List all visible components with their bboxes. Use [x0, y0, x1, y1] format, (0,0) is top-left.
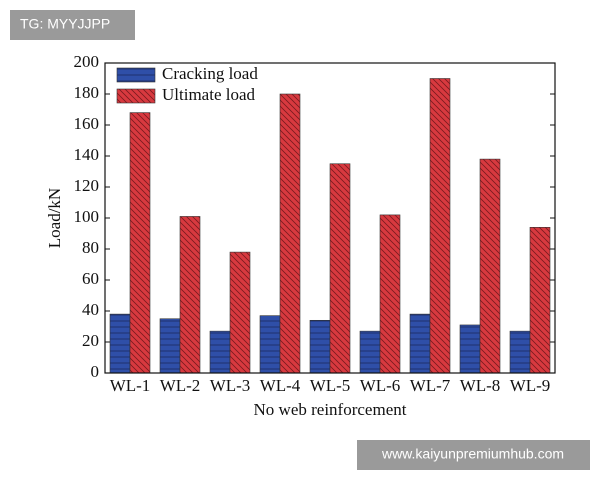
bar: [459, 324, 481, 374]
bar: [209, 330, 231, 374]
bar: [159, 318, 181, 374]
y-tick-label: 160: [74, 114, 100, 133]
bar: [429, 78, 451, 374]
x-tick-label: WL-8: [460, 376, 501, 395]
bar: [179, 216, 201, 374]
bar: [509, 330, 531, 374]
legend-label: Cracking load: [162, 64, 258, 83]
bar: [479, 158, 501, 374]
x-tick-label: WL-1: [110, 376, 151, 395]
x-tick-label: WL-7: [410, 376, 451, 395]
x-tick-label: WL-4: [260, 376, 301, 395]
y-tick-label: 180: [74, 83, 100, 102]
y-tick-label: 100: [74, 207, 100, 226]
bar: [259, 315, 281, 374]
bar: [109, 313, 131, 374]
watermark: www.kaiyunpremiumhub.com: [381, 446, 564, 462]
legend-swatch: [116, 67, 156, 83]
watermark-box: [357, 440, 590, 470]
legend-swatch: [116, 88, 156, 104]
watermark-box: [10, 10, 135, 40]
x-tick-label: WL-6: [360, 376, 401, 395]
y-tick-label: 200: [74, 52, 100, 71]
bar: [309, 319, 331, 374]
y-tick-label: 140: [74, 145, 100, 164]
x-tick-label: WL-2: [160, 376, 201, 395]
y-tick-label: 60: [82, 269, 99, 288]
y-tick-label: 80: [82, 238, 99, 257]
y-axis-label: Load/kN: [45, 188, 64, 248]
x-tick-label: WL-3: [210, 376, 251, 395]
bar: [359, 330, 381, 374]
bar: [279, 93, 301, 374]
y-tick-label: 40: [82, 300, 99, 319]
y-tick-label: 0: [91, 362, 100, 381]
plot-frame: [104, 62, 556, 374]
bar: [529, 227, 551, 374]
legend-label: Ultimate load: [162, 85, 256, 104]
watermark: TG: MYYJJPP: [20, 16, 110, 32]
x-axis-label: No web reinforcement: [254, 400, 407, 419]
x-tick-label: WL-9: [510, 376, 551, 395]
bar: [329, 163, 351, 374]
bar: [229, 251, 251, 374]
bar: [379, 214, 401, 374]
bar: [129, 112, 151, 374]
y-tick-label: 120: [74, 176, 100, 195]
bar: [409, 313, 431, 374]
y-tick-label: 20: [82, 331, 99, 350]
x-tick-label: WL-5: [310, 376, 351, 395]
